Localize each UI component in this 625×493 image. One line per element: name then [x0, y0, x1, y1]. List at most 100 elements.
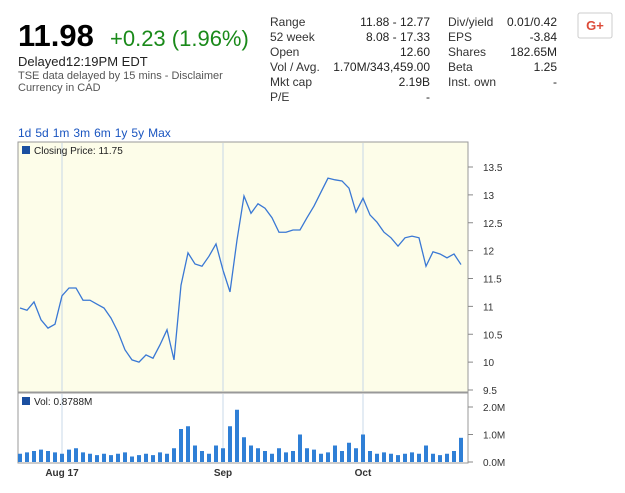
stat-label: Beta: [448, 60, 473, 74]
stat-label: 52 week: [270, 30, 316, 44]
volume-bar: [438, 455, 442, 462]
stat-label: Inst. own: [448, 75, 496, 89]
stat-value: 12.60: [400, 45, 430, 59]
volume-bar: [102, 453, 106, 462]
y-tick-label: 2.0M: [483, 403, 505, 414]
volume-bar: [270, 453, 274, 462]
range-link[interactable]: Max: [148, 126, 171, 140]
stat-value: 2.19B: [399, 75, 430, 89]
stat-value: 182.65M: [510, 45, 557, 59]
volume-bar: [95, 455, 99, 462]
stat-label: Range: [270, 15, 306, 29]
stat-value: 1.70M/343,459.00: [333, 60, 430, 74]
volume-bar: [39, 449, 43, 462]
range-link[interactable]: 5d: [35, 126, 48, 140]
x-tick-label: Aug 17: [45, 468, 79, 479]
y-tick-label: 1.0M: [483, 431, 505, 442]
range-link[interactable]: 1d: [18, 126, 31, 140]
y-tick-label: 12: [483, 247, 495, 258]
range-link[interactable]: 1m: [53, 126, 70, 140]
volume-bar: [382, 452, 386, 462]
volume-bar: [235, 409, 239, 462]
volume-bar: [144, 453, 148, 462]
volume-bar: [200, 451, 204, 462]
stat-value: -: [553, 75, 557, 89]
volume-bar: [67, 449, 71, 462]
range-link[interactable]: 3m: [73, 126, 90, 140]
price-line: [19, 177, 462, 363]
volume-bar: [263, 451, 267, 462]
volume-bar: [368, 451, 372, 462]
stat-value: 0.01/0.42: [507, 15, 557, 29]
volume-bar: [179, 429, 183, 462]
volume-bar: [396, 455, 400, 462]
volume-bar: [333, 445, 337, 462]
volume-bar: [305, 448, 309, 462]
stat-label: Mkt cap: [270, 75, 312, 89]
volume-bar: [389, 453, 393, 462]
volume-bar: [326, 452, 330, 462]
y-tick-label: 9.5: [483, 386, 497, 397]
x-tick-label: Sep: [214, 468, 232, 479]
stat-value: -3.84: [530, 30, 558, 44]
legend-label: Vol: 0.8788M: [34, 397, 92, 408]
x-tick-label: Oct: [355, 468, 372, 479]
stat-label: Open: [270, 45, 299, 59]
volume-bar: [459, 437, 463, 462]
volume-bar: [256, 448, 260, 462]
volume-bar: [172, 448, 176, 462]
change: +0.23 (1.96%): [110, 26, 249, 51]
volume-bar: [88, 453, 92, 462]
share-label[interactable]: G+: [586, 18, 604, 33]
stat-value: 1.25: [534, 60, 558, 74]
stat-label: Div/yield: [448, 15, 493, 29]
time: 12:19PM EDT: [66, 54, 148, 69]
legend-swatch: [22, 146, 30, 154]
stat-label: EPS: [448, 30, 472, 44]
share-button[interactable]: [577, 12, 613, 39]
stat-value: 8.08 - 17.33: [366, 30, 430, 44]
volume-bar: [116, 453, 120, 462]
volume-bar: [242, 437, 246, 462]
volume-bar: [361, 434, 365, 462]
volume-bar: [403, 453, 407, 462]
volume-bar: [130, 456, 134, 462]
volume-bar: [452, 451, 456, 462]
stat-label: P/E: [270, 90, 289, 104]
y-tick-label: 13: [483, 191, 495, 202]
volume-bar: [60, 453, 64, 462]
volume-bar: [340, 451, 344, 462]
volume-bar: [81, 452, 85, 462]
volume-bar: [375, 453, 379, 462]
volume-bar: [424, 445, 428, 462]
volume-bar: [319, 453, 323, 462]
volume-bar: [165, 453, 169, 462]
volume-bar: [186, 426, 190, 462]
volume-bar: [445, 453, 449, 462]
volume-bar: [46, 451, 50, 462]
volume-bar: [207, 453, 211, 462]
volume-bar: [298, 434, 302, 462]
y-tick-label: 0.0M: [483, 458, 505, 469]
volume-bar: [25, 452, 29, 462]
volume-bar: [109, 455, 113, 462]
notice[interactable]: TSE data delayed by 15 mins - Disclaimer: [18, 70, 223, 82]
volume-bar: [193, 445, 197, 462]
stat-label: Shares: [448, 45, 486, 59]
volume-bar: [32, 451, 36, 462]
range-link[interactable]: 5y: [131, 126, 144, 140]
price: 11.98: [18, 18, 94, 53]
volume-bar: [228, 426, 232, 462]
volume-bar: [221, 448, 225, 462]
volume-bar: [291, 451, 295, 462]
range-link[interactable]: 1y: [115, 126, 128, 140]
volume-bar: [151, 455, 155, 462]
stat-label: Vol / Avg.: [270, 60, 320, 74]
stat-value: -: [426, 90, 430, 104]
range-link[interactable]: 6m: [94, 126, 111, 140]
legend-label: Closing Price: 11.75: [34, 146, 123, 157]
volume-bar: [249, 445, 253, 462]
volume-bar: [18, 453, 22, 462]
legend-swatch: [22, 397, 30, 405]
stat-value: 11.88 - 12.77: [360, 15, 430, 29]
